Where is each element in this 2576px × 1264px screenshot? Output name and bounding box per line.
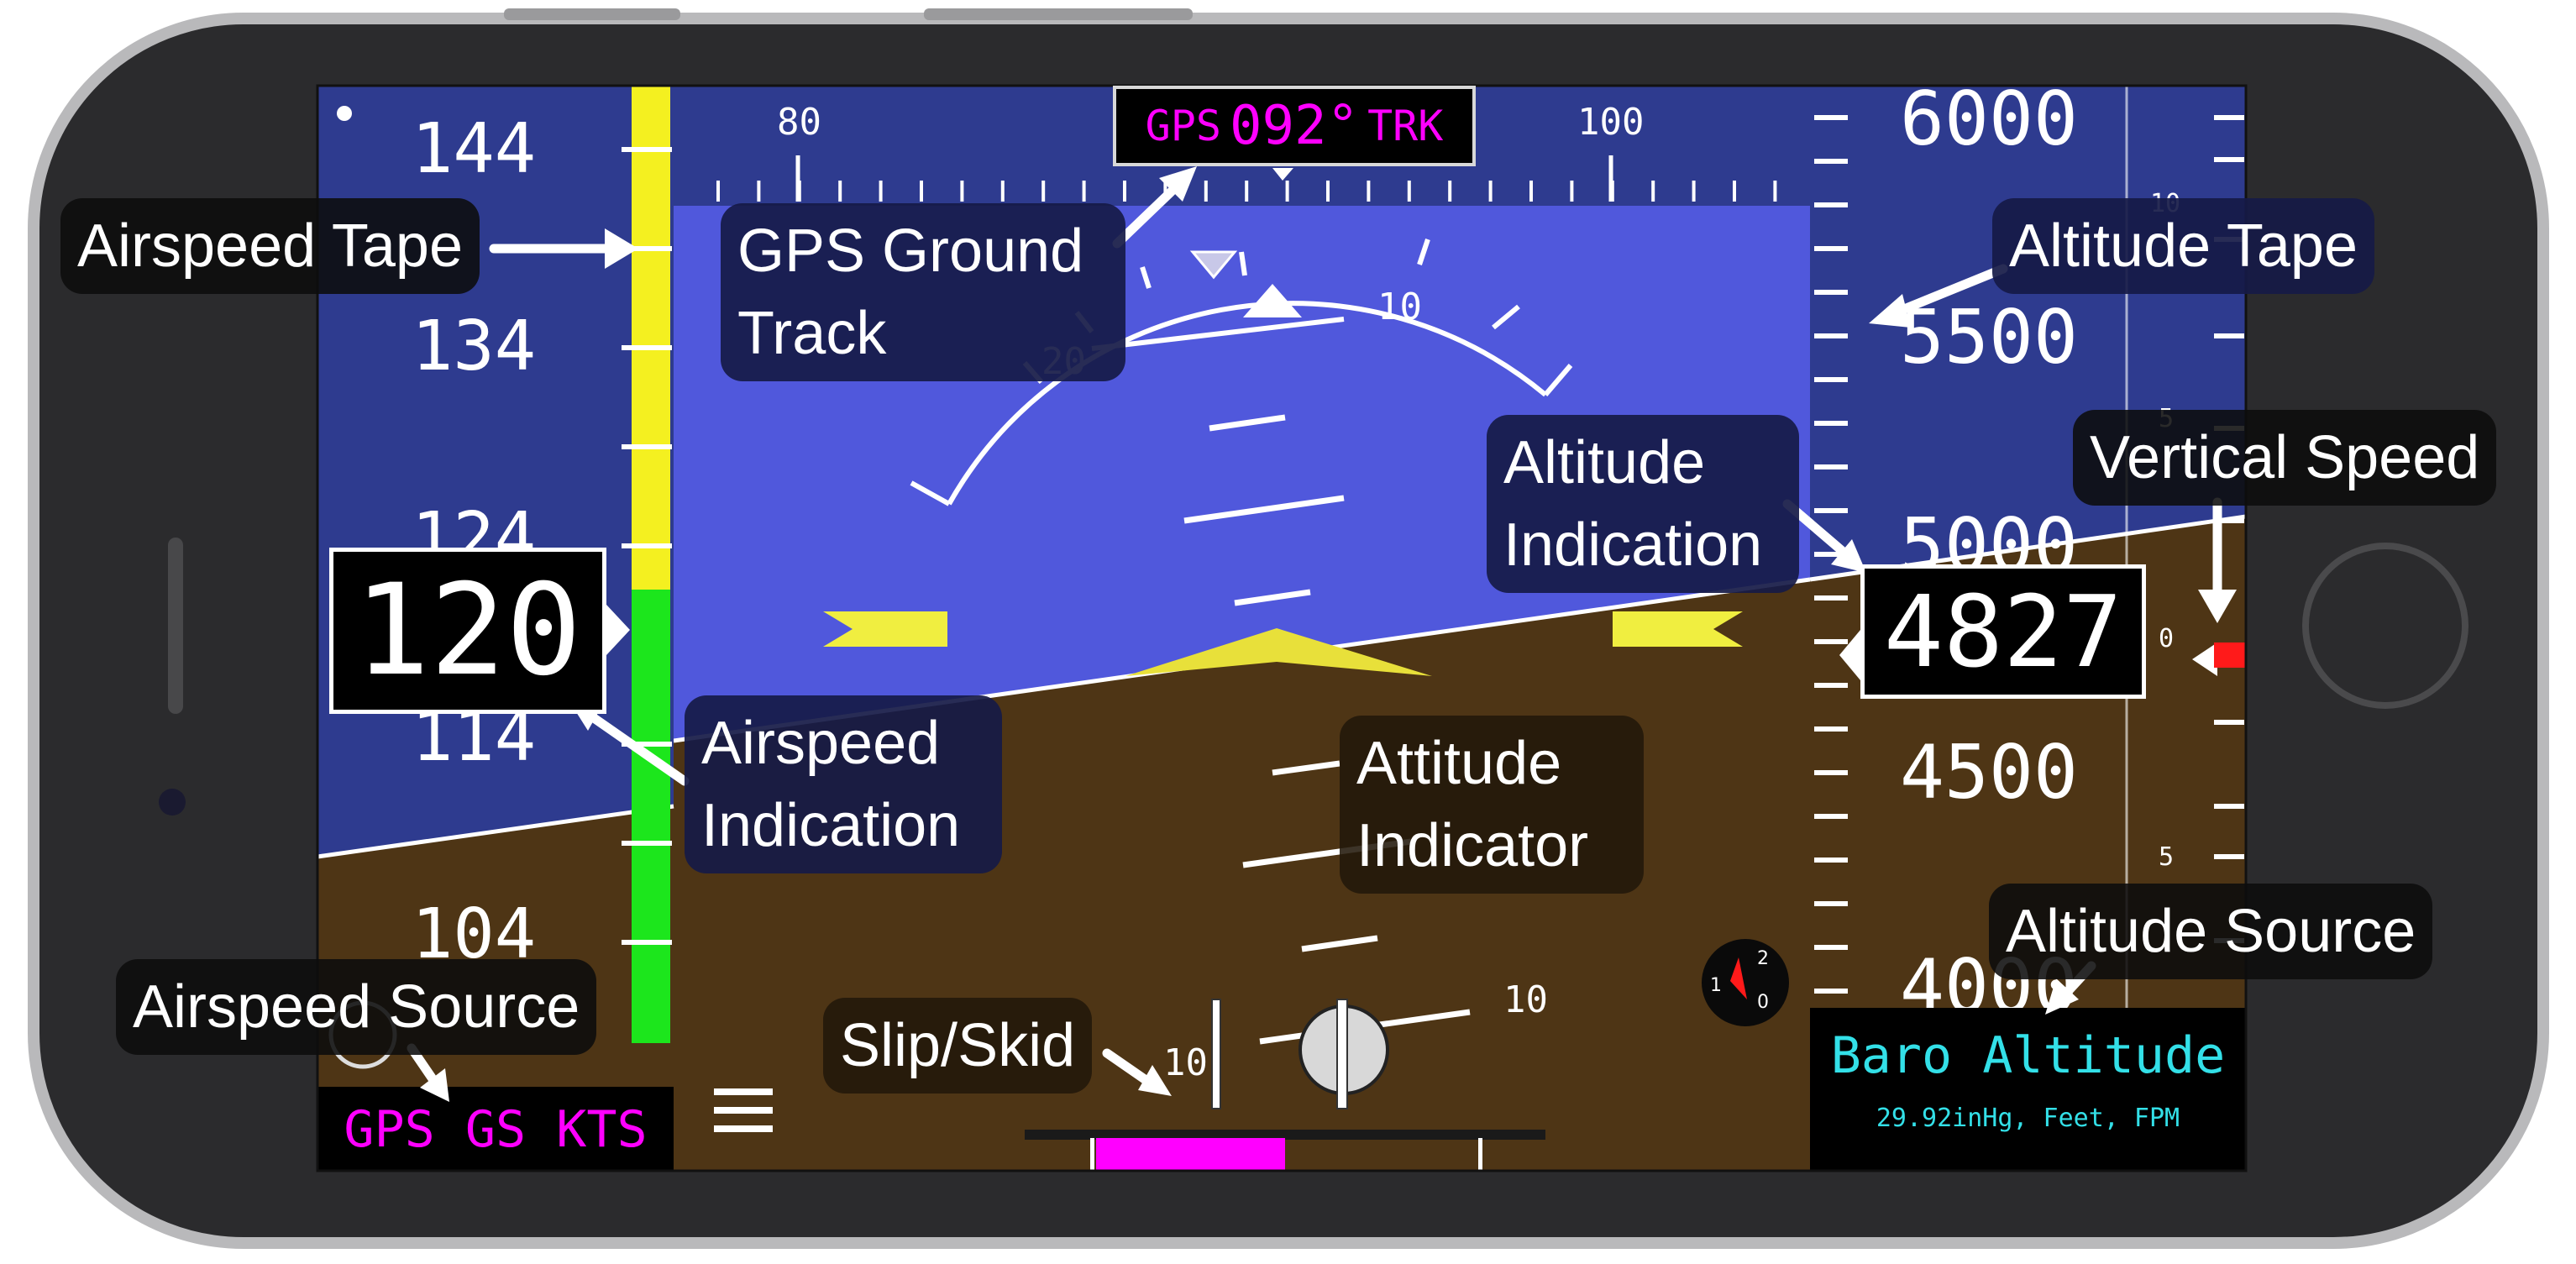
gps-track-box[interactable]: GPS 092° TRK [1113,86,1476,166]
airspeed-readout-value: 120 [354,558,582,704]
airspeed-band-yellow [632,86,670,590]
callout-airspeed-tape: Airspeed Tape [60,198,480,294]
callout-altitude-indication: Altitude Indication [1487,415,1799,593]
vsi-label-0: 0 [2159,624,2174,653]
airspeed-tick-134: 134 [412,307,536,386]
vsi-bar [2214,642,2246,668]
roll-pointer [1243,284,1302,317]
turn-rate-strip [1025,1130,1545,1140]
airspeed-source-bg [317,1087,674,1171]
turn-rate-tick-left [1090,1138,1094,1171]
altitude-source-label: Baro Altitude [1830,1026,2226,1085]
callout-altitude-tape: Altitude Tape [1992,198,2374,294]
slip-indicator-top [1189,250,1238,280]
altitude-source[interactable]: Baro Altitude 29.92inHg, Feet, FPM [1810,1018,2246,1169]
mini-compass-label-2: 2 [1757,948,1769,969]
callout-airspeed-indication: Airspeed Indication [685,695,1002,873]
turn-rate-tick-right [1478,1138,1482,1171]
airspeed-source[interactable]: GPS GS KTS [317,1092,674,1167]
slip-skid-bar-right [1336,999,1348,1109]
airspeed-readout-pointer [606,605,630,655]
pitch-label-right: 10 [1503,978,1548,1021]
callout-gps-ground-track: GPS Ground Track [721,203,1125,381]
gps-track-value: 092° [1229,95,1360,157]
callout-slip-skid: Slip/Skid [823,998,1093,1094]
callout-airspeed-source: Airspeed Source [116,959,597,1055]
slip-skid-bar-left [1211,999,1221,1109]
callout-vertical-speed: Vertical Speed [2073,410,2497,506]
mini-compass-label-1: 1 [1710,975,1722,996]
airspeed-tick-144: 144 [412,109,536,189]
airspeed-band-green [632,590,670,1043]
aircraft-wing-right [1613,611,1743,647]
mini-compass-label-0: 0 [1757,992,1769,1013]
gps-track-suffix: TRK [1367,102,1444,150]
roll-arc [947,301,1547,506]
altitude-ticks [1814,115,1848,994]
vsi-pointer [2192,642,2217,676]
roll-pointer-bar [1091,317,1345,351]
airspeed-readout: 120 [329,548,606,714]
heading-label-100: 100 [1577,101,1644,144]
altitude-source-bg [1810,1008,2246,1171]
altitude-readout: 4827 [1860,564,2146,699]
mini-compass-icon[interactable] [1702,939,1789,1026]
altitude-tick-4500: 4500 [1900,729,2078,816]
gps-track-prefix: GPS [1145,102,1221,150]
airspeed-source-label: GPS GS KTS [344,1100,648,1159]
altitude-readout-pointer [1839,630,1860,680]
vsi-label-5-down: 5 [2159,842,2174,872]
airspeed-dot [337,106,352,121]
mini-compass-needle [1730,957,1747,999]
altitude-source-units: 29.92inHg, Feet, FPM [1876,1104,2180,1133]
altitude-readout-value: 4827 [1883,574,2123,690]
callout-attitude-indicator: Attitude Indicator [1340,716,1644,894]
airspeed-tape-horizon [317,804,674,859]
altitude-tick-5500: 5500 [1900,294,2078,380]
roll-scale-label-10: 10 [1377,286,1422,328]
turn-rate-indicator [1096,1138,1285,1171]
heading-pointer [1272,168,1293,181]
menu-icon[interactable] [714,1088,773,1132]
aircraft-wing-left [823,611,947,647]
altitude-tick-6000: 6000 [1900,76,2078,162]
aircraft-chevron [1125,628,1432,676]
pitch-label-left: 10 [1163,1041,1208,1084]
callout-altitude-source: Altitude Source [1989,884,2433,979]
heading-label-80: 80 [777,101,821,144]
